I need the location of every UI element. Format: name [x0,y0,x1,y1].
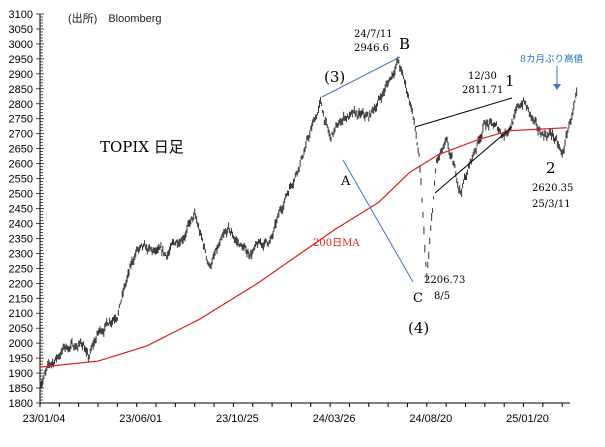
y-tick-label: 2000 [9,338,33,350]
wedge-lower-line [434,126,513,194]
y-tick-label: 2300 [9,248,33,260]
y-tick-label: 2350 [9,233,33,245]
wave-label-4: (4) [408,319,429,337]
y-tick-label: 1850 [9,383,33,395]
y-tick-label: 2150 [9,293,33,305]
wave-label-A: A [340,174,351,189]
y-tick-label: 2400 [9,218,33,230]
arrow-down-icon [553,66,561,90]
peak-value: 2946.6 [354,43,389,54]
y-tick-label: 2250 [9,263,33,275]
trendline-3-to-B [321,56,401,98]
y-tick-label: 2050 [9,323,33,335]
wave-label-2: 2 [546,159,556,177]
trough-date: 8/5 [434,291,450,302]
y-tick-label: 1900 [9,368,33,380]
y-tick-label: 3050 [9,24,33,36]
x-axis: 23/01/04 23/06/01 23/10/25 24/03/26 24/08/20… [23,402,570,425]
ma200-line [39,127,568,368]
recent-high-note: 8カ月ぶり高値 [520,53,584,65]
y-tick-label: 2450 [9,204,33,216]
peak-date: 24/7/11 [354,29,393,40]
high1-date: 12/30 [468,71,497,82]
y-axis: 1800 1850 1900 1950 2000 2050 2100 2150 2200 2250… [9,9,44,410]
y-tick-label: 2700 [9,129,33,141]
wave-label-3: (3) [324,68,345,86]
y-tick-label: 2600 [9,159,33,171]
trendline-A-to-C [342,159,414,283]
y-tick-label: 3100 [9,9,33,21]
wave-label-C: C [413,291,423,306]
x-tick-label: 25/01/20 [506,413,549,425]
x-tick-label: 23/10/25 [216,413,259,425]
x-tick-label: 23/01/04 [23,413,66,425]
y-tick-label: 2800 [9,99,33,111]
x-tick-label: 24/08/20 [409,413,452,425]
y-tick-label: 2850 [9,84,33,96]
y-tick-label: 2750 [9,114,33,126]
y-tick-label: 2650 [9,144,33,156]
low2-date: 25/3/11 [532,199,571,210]
y-tick-label: 2100 [9,308,33,320]
y-tick-label: 2500 [9,189,33,201]
wave-label-1: 1 [505,72,515,90]
wave-label-B: B [399,35,410,53]
y-tick-label: 1800 [9,398,33,410]
ma-label: 200日MA [313,238,360,249]
price-series [39,56,578,389]
low2-value: 2620.35 [532,183,573,194]
x-tick-label: 23/06/01 [119,413,162,425]
chart-title: TOPIX 日足 [100,138,184,156]
source-label: (出所) Bloomberg [68,11,162,25]
y-tick-label: 2550 [9,174,33,186]
y-tick-label: 2900 [9,69,33,81]
high1-value: 2811.71 [462,85,503,96]
x-tick-label: 24/03/26 [313,413,356,425]
y-tick-label: 3000 [9,39,33,51]
y-tick-label: 1950 [9,353,33,365]
wedge-upper-line [414,97,513,128]
y-tick-label: 2950 [9,54,33,66]
trough-value: 2206.73 [424,275,465,286]
y-tick-label: 2200 [9,278,33,290]
